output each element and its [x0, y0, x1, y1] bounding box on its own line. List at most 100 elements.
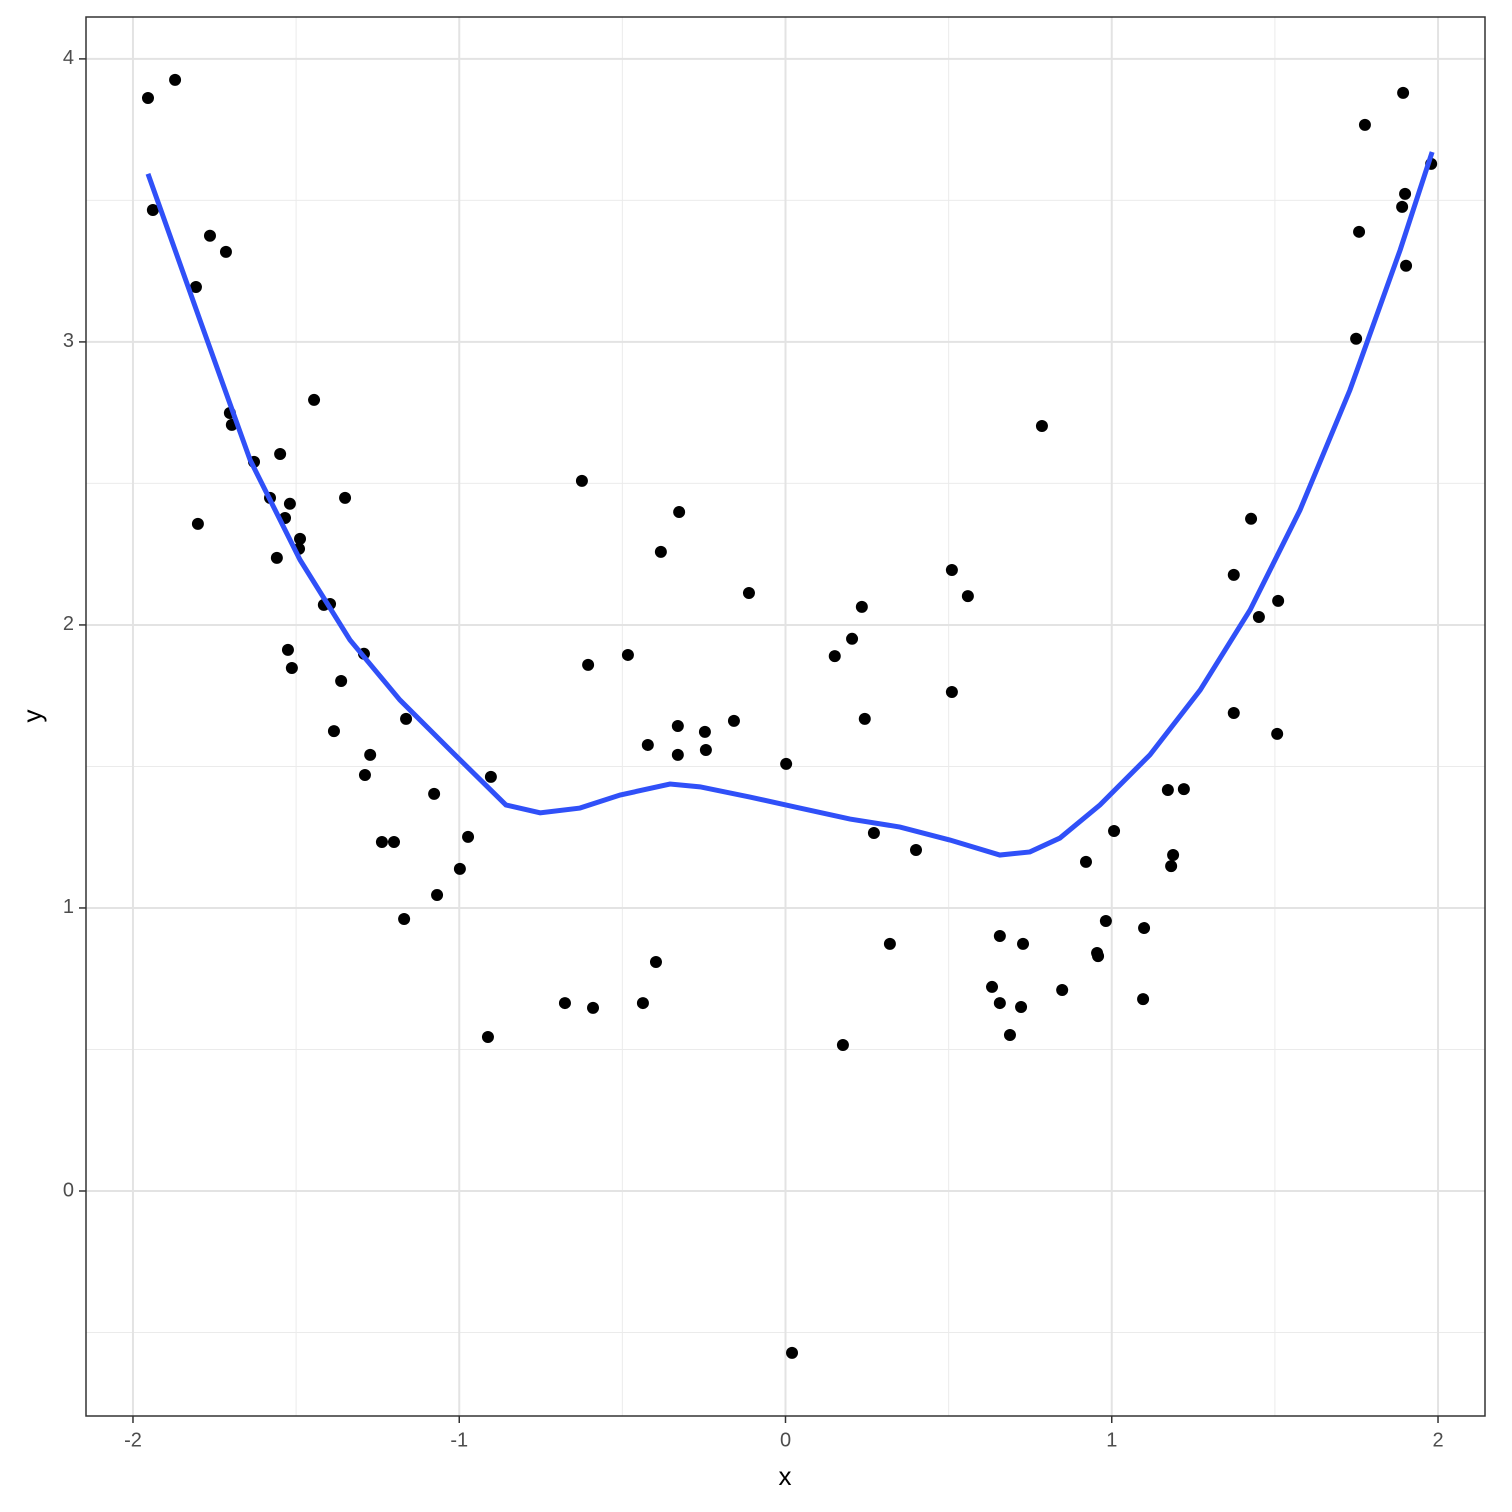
point [387, 836, 400, 849]
x-tick-label: 2 [1432, 1429, 1443, 1451]
point [270, 551, 283, 564]
y-tick-label: 4 [63, 47, 74, 69]
point [855, 600, 868, 613]
point [654, 545, 667, 558]
point [575, 474, 588, 487]
point [986, 980, 999, 993]
point [453, 862, 466, 875]
point [846, 632, 859, 645]
point [428, 787, 441, 800]
point [727, 714, 740, 727]
point [481, 1031, 494, 1044]
point [858, 712, 871, 725]
point [308, 393, 321, 406]
y-tick-label: 0 [63, 1179, 74, 1201]
x-tick-label: -1 [450, 1429, 468, 1451]
point [828, 650, 841, 663]
point [671, 719, 684, 732]
point [698, 725, 711, 738]
point [1056, 984, 1069, 997]
point [1017, 937, 1030, 950]
point [673, 506, 686, 519]
point [649, 956, 662, 969]
point [1015, 1001, 1028, 1014]
point [993, 997, 1006, 1010]
point [582, 658, 595, 671]
point [1138, 922, 1151, 935]
x-tick-label: 0 [780, 1429, 791, 1451]
point [294, 532, 307, 545]
point [1353, 225, 1366, 238]
point [203, 229, 216, 242]
x-tick-label: 1 [1106, 1429, 1117, 1451]
point [1165, 860, 1178, 873]
point [327, 725, 340, 738]
point [283, 497, 296, 510]
point [339, 491, 352, 504]
point [1137, 993, 1150, 1006]
point [945, 686, 958, 699]
x-tick-label: -2 [124, 1429, 142, 1451]
point [1400, 259, 1413, 272]
y-axis-title: y [17, 710, 47, 723]
point [621, 648, 634, 661]
point [1167, 849, 1180, 862]
point [883, 937, 896, 950]
point [1399, 187, 1412, 200]
point [281, 643, 294, 656]
point [141, 91, 154, 104]
point [1177, 783, 1190, 796]
point [1358, 118, 1371, 131]
point [1245, 512, 1258, 525]
point [636, 997, 649, 1010]
point [169, 73, 182, 86]
point [335, 674, 348, 687]
point [558, 997, 571, 1010]
y-tick-label: 2 [63, 613, 74, 635]
point [945, 564, 958, 577]
point [462, 830, 475, 843]
point [274, 447, 287, 460]
point [1003, 1029, 1016, 1042]
point [961, 590, 974, 603]
point [587, 1001, 600, 1014]
point [219, 245, 232, 258]
y-tick-label: 1 [63, 896, 74, 918]
point [431, 888, 444, 901]
x-axis-title: x [779, 1461, 792, 1491]
point [1227, 568, 1240, 581]
point [358, 768, 371, 781]
point [699, 744, 712, 757]
point [1099, 914, 1112, 927]
point [1161, 783, 1174, 796]
point [1035, 419, 1048, 432]
point [364, 748, 377, 761]
point [189, 281, 202, 294]
point [641, 738, 654, 751]
point [867, 826, 880, 839]
point [1397, 86, 1410, 99]
panel-border [85, 16, 1486, 1417]
point [1350, 332, 1363, 345]
y-tick-label: 3 [63, 330, 74, 352]
point [836, 1038, 849, 1051]
point [1396, 200, 1409, 213]
smooth-line [145, 151, 1435, 858]
point [1079, 855, 1092, 868]
point [375, 836, 388, 849]
point [993, 929, 1006, 942]
point [400, 712, 413, 725]
point [191, 517, 204, 530]
point [780, 757, 793, 770]
point [671, 748, 684, 761]
point [398, 913, 411, 926]
point [1271, 727, 1284, 740]
point [910, 843, 923, 856]
point [1272, 594, 1285, 607]
point [484, 770, 497, 783]
point [1252, 611, 1265, 624]
point [1108, 824, 1121, 837]
point [1227, 706, 1240, 719]
point [146, 204, 159, 217]
